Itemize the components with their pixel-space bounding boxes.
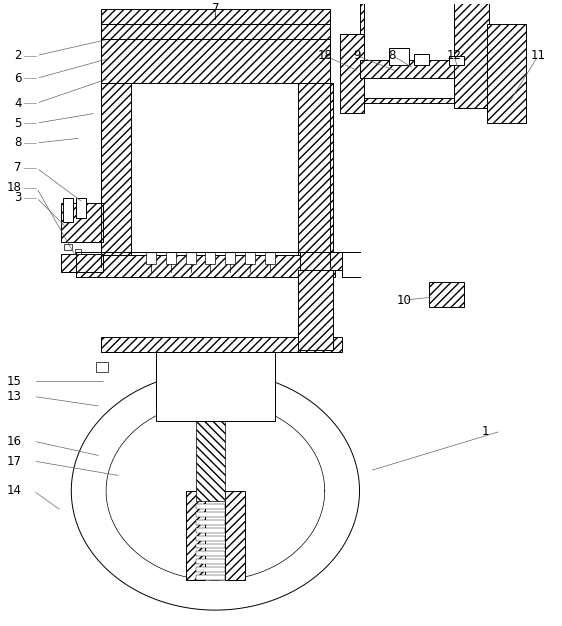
Bar xyxy=(196,511,225,516)
Bar xyxy=(101,83,131,267)
Text: 6: 6 xyxy=(14,72,21,85)
Bar xyxy=(75,249,81,254)
Bar xyxy=(185,491,206,580)
Bar xyxy=(64,198,73,222)
Text: 5: 5 xyxy=(14,116,21,130)
Bar xyxy=(487,24,527,123)
Bar xyxy=(166,252,176,264)
Polygon shape xyxy=(196,347,235,367)
Text: 3: 3 xyxy=(14,191,21,204)
Bar xyxy=(360,0,459,103)
Text: 13: 13 xyxy=(7,390,21,403)
Bar xyxy=(64,244,72,250)
Text: 14: 14 xyxy=(7,485,21,497)
Bar xyxy=(196,520,225,525)
Text: 10: 10 xyxy=(397,294,412,307)
Text: 17: 17 xyxy=(7,454,21,468)
Bar xyxy=(300,337,342,352)
Text: 7: 7 xyxy=(212,2,219,15)
Bar xyxy=(196,575,225,580)
Bar xyxy=(245,252,255,264)
Text: 7: 7 xyxy=(14,162,21,174)
Bar xyxy=(206,252,215,264)
Bar xyxy=(185,252,196,264)
Bar xyxy=(76,255,334,277)
Bar xyxy=(61,203,103,242)
Bar xyxy=(196,536,225,540)
Bar xyxy=(101,19,330,83)
Bar xyxy=(449,56,464,66)
Bar xyxy=(196,421,225,501)
Bar xyxy=(196,560,225,565)
Text: 8: 8 xyxy=(14,136,21,150)
Polygon shape xyxy=(161,362,270,391)
Bar xyxy=(156,352,275,421)
Bar xyxy=(339,34,365,113)
Bar xyxy=(101,337,330,352)
Bar xyxy=(454,0,489,108)
Bar xyxy=(225,252,235,264)
Text: 15: 15 xyxy=(7,375,21,388)
Bar xyxy=(225,491,245,580)
Bar xyxy=(265,252,275,264)
Bar xyxy=(196,567,225,572)
Bar xyxy=(389,48,409,66)
Bar xyxy=(298,83,333,267)
Bar xyxy=(196,552,225,557)
Bar xyxy=(61,254,103,272)
Text: 18: 18 xyxy=(7,181,21,194)
Text: 18: 18 xyxy=(318,49,332,62)
Bar xyxy=(96,362,108,372)
Bar xyxy=(196,528,225,533)
Bar xyxy=(196,543,225,548)
Text: 9: 9 xyxy=(353,49,360,62)
Text: 2: 2 xyxy=(14,49,21,62)
Bar xyxy=(101,9,330,24)
Text: 12: 12 xyxy=(446,49,461,62)
Bar xyxy=(414,54,429,66)
Text: 16: 16 xyxy=(7,434,21,448)
Text: 8: 8 xyxy=(389,49,396,62)
Bar xyxy=(429,282,464,307)
Bar xyxy=(298,270,333,350)
Bar xyxy=(196,504,225,509)
Bar xyxy=(360,61,454,78)
Bar xyxy=(365,0,454,98)
Bar xyxy=(300,252,342,270)
Text: 1: 1 xyxy=(481,424,489,438)
Text: 11: 11 xyxy=(531,49,546,62)
Bar xyxy=(76,198,86,217)
Bar xyxy=(146,252,156,264)
Text: 4: 4 xyxy=(14,97,21,110)
